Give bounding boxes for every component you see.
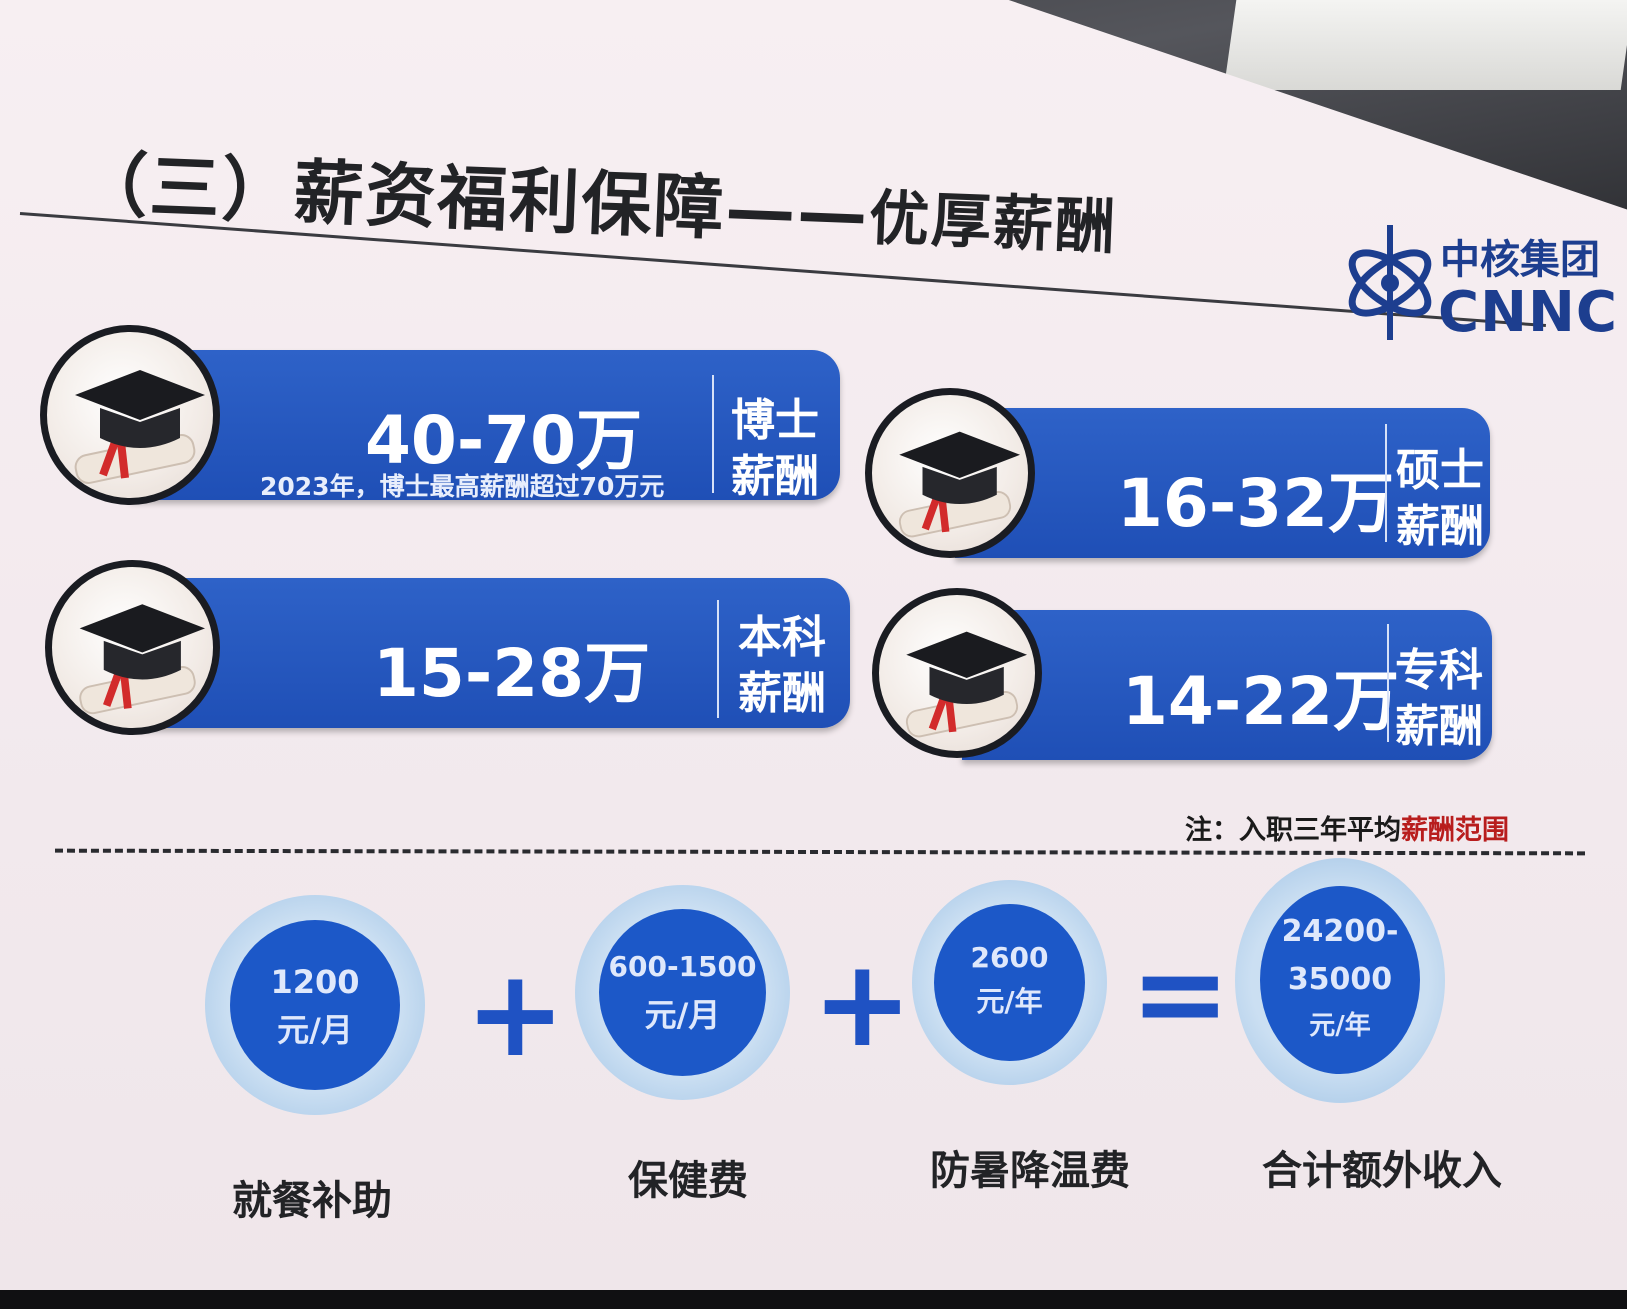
salary-card-bachelor: 15-28万 本科 薪酬 <box>45 560 850 740</box>
benefit-unit: 元/月 <box>644 996 721 1034</box>
logo-text-cn: 中核集团 <box>1440 237 1600 283</box>
salary-card-bar <box>135 578 850 728</box>
salary-tag: 硕士 薪酬 <box>1395 443 1485 555</box>
benefit-caption: 保健费 <box>628 1158 748 1204</box>
equals-icon: = <box>1130 925 1231 1064</box>
salary-card-phd: 40-70万 2023年，博士最高薪酬超过70万元 博士 薪酬 <box>40 325 840 505</box>
benefit-unit: 元/月 <box>277 1011 353 1049</box>
benefit-amount: 600-1500 <box>608 950 757 983</box>
ceiling-light <box>1223 0 1627 90</box>
benefit-bubble-meal: 1200 元/月 <box>205 895 425 1115</box>
benefit-caption: 合计额外收入 <box>1262 1148 1502 1194</box>
salary-tag: 本科 薪酬 <box>737 610 827 722</box>
salary-tag: 专科 薪酬 <box>1394 643 1484 755</box>
slide-title: （三）薪资福利保障——优厚薪酬 <box>76 128 1119 269</box>
salary-footnote: 注：入职三年平均薪酬范围 <box>1185 808 1509 847</box>
benefit-unit: 元/年 <box>976 985 1043 1018</box>
salary-tag-line2: 薪酬 <box>1396 501 1484 552</box>
salary-note: 2023年，博士最高薪酬超过70万元 <box>260 472 665 501</box>
section-divider <box>54 848 1586 856</box>
salary-card-bar <box>955 408 1490 558</box>
cnnc-logo: 中核集团 CNNC <box>1340 215 1617 355</box>
card-divider <box>1385 424 1387 542</box>
salary-card-bar <box>130 350 840 500</box>
benefit-caption: 防暑降温费 <box>930 1148 1130 1194</box>
graduation-cap-icon <box>865 388 1035 558</box>
benefit-value-circle: 2600 元/年 <box>934 904 1085 1061</box>
salary-amount: 14-22万 <box>1122 663 1400 740</box>
salary-amount: 16-32万 <box>1117 465 1395 542</box>
slide-title-sub: 优厚薪酬 <box>867 183 1119 263</box>
benefit-value-circle: 1200 元/月 <box>230 920 400 1090</box>
graduation-cap-icon <box>872 588 1042 758</box>
screen-bottom-edge <box>0 1290 1627 1309</box>
plus-icon: + <box>465 945 566 1084</box>
card-divider <box>1387 624 1389 742</box>
salary-card-associate: 14-22万 专科 薪酬 <box>872 588 1492 768</box>
benefit-amount-cont: 35000 <box>1287 962 1393 997</box>
benefit-caption: 就餐补助 <box>232 1178 392 1224</box>
benefit-value-circle: 24200- 35000 元/年 <box>1260 886 1420 1074</box>
graduation-cap-icon <box>40 325 220 505</box>
benefit-value-circle: 600-1500 元/月 <box>599 909 766 1076</box>
salary-tag-line2: 薪酬 <box>731 451 819 502</box>
salary-tag-line2: 薪酬 <box>738 668 826 719</box>
plus-icon: + <box>812 935 913 1074</box>
graduation-cap-icon <box>45 560 220 735</box>
benefit-amount: 2600 <box>970 941 1049 974</box>
footnote-highlight: 薪酬范围 <box>1401 815 1509 846</box>
salary-tag-line2: 薪酬 <box>1395 701 1483 752</box>
salary-amount: 15-28万 <box>373 635 651 712</box>
benefit-amount: 1200 <box>270 963 360 1001</box>
card-divider <box>712 375 714 493</box>
salary-card-bar <box>962 610 1492 760</box>
benefit-bubble-total: 24200- 35000 元/年 <box>1235 858 1445 1103</box>
benefit-unit: 元/年 <box>1309 1011 1371 1041</box>
benefit-bubble-cooling: 2600 元/年 <box>912 880 1107 1085</box>
logo-text-en: CNNC <box>1438 280 1618 345</box>
benefit-bubble-health: 600-1500 元/月 <box>575 885 790 1100</box>
card-divider <box>717 600 719 718</box>
salary-tag-line1: 博士 <box>731 395 819 446</box>
salary-card-master: 16-32万 硕士 薪酬 <box>865 388 1490 568</box>
salary-tag-line1: 本科 <box>738 612 826 663</box>
salary-tag-line1: 专科 <box>1395 645 1483 696</box>
salary-tag: 博士 薪酬 <box>730 393 820 505</box>
salary-tag-line1: 硕士 <box>1396 445 1484 496</box>
atom-icon <box>1348 225 1432 340</box>
salary-amount: 40-70万 <box>365 402 643 479</box>
benefit-amount: 24200- <box>1281 914 1399 949</box>
footnote-prefix: 注：入职三年平均 <box>1185 815 1401 846</box>
slide-title-main: （三）薪资福利保障—— <box>76 142 871 256</box>
